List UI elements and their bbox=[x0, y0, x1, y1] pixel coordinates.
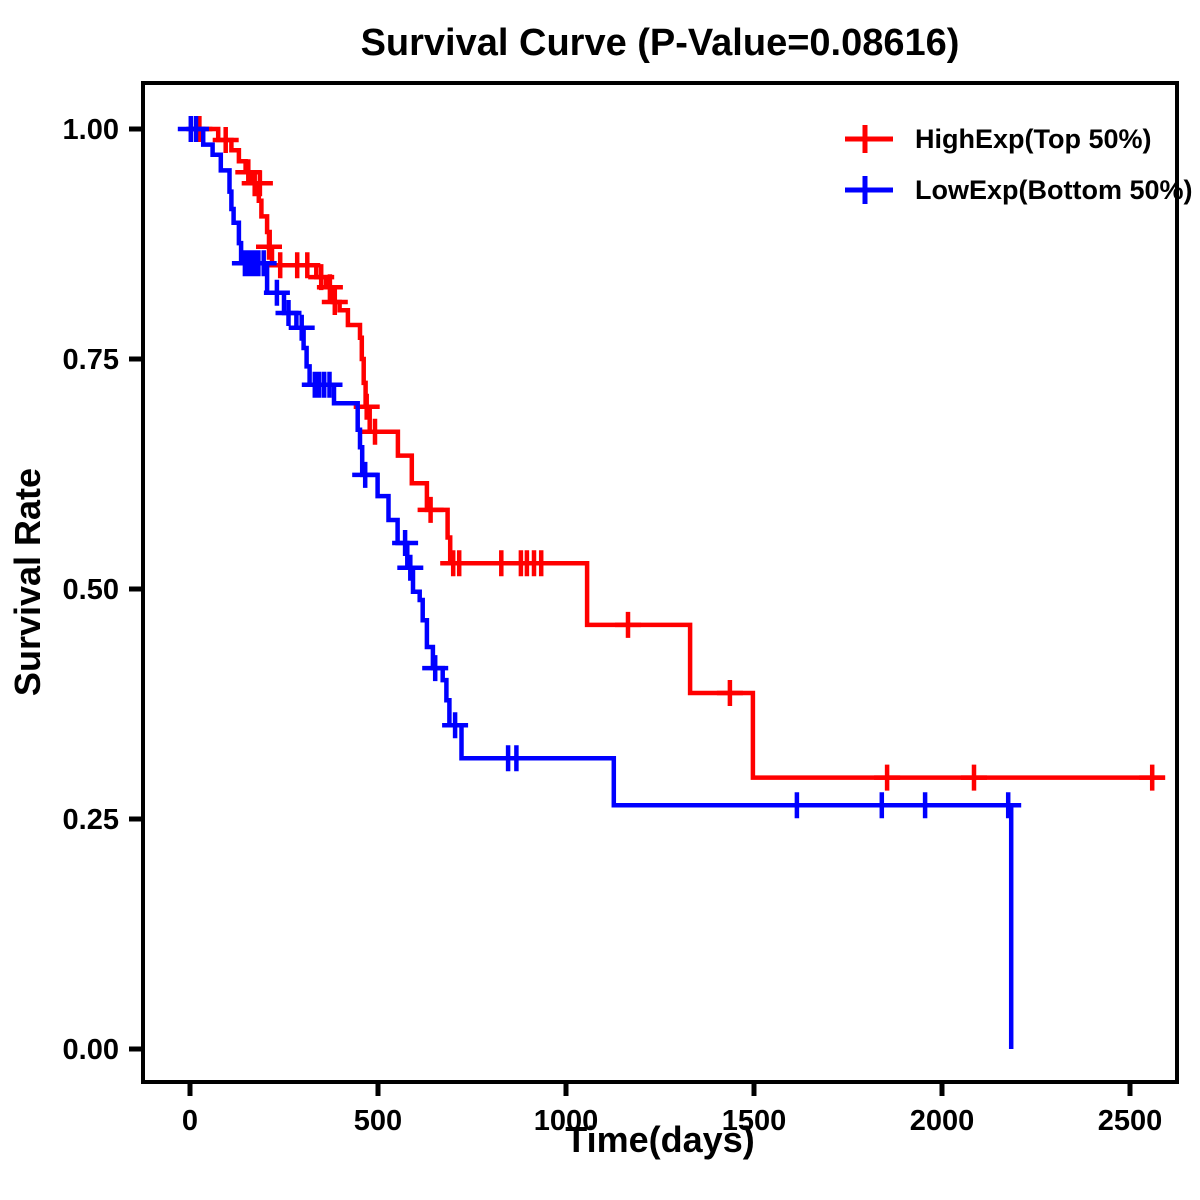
y-axis-title: Survival Rate bbox=[7, 468, 48, 696]
x-axis-title: Time(days) bbox=[565, 1119, 754, 1160]
x-tick-label: 1500 bbox=[722, 1105, 787, 1137]
y-tick-label: 0.25 bbox=[63, 804, 119, 836]
x-tick-label: 1000 bbox=[534, 1105, 599, 1137]
legend-item-highexp: HighExp(Top 50%) bbox=[845, 124, 1152, 154]
x-tick-label: 0 bbox=[182, 1105, 198, 1137]
legend-label-highexp: HighExp(Top 50%) bbox=[915, 124, 1152, 154]
y-tick-label: 0.00 bbox=[63, 1034, 119, 1066]
x-axis-ticks: 0 500 1000 1500 2000 2500 bbox=[182, 1082, 1162, 1137]
y-tick-label: 1.00 bbox=[63, 114, 119, 146]
legend-label-lowexp: LowExp(Bottom 50%) bbox=[915, 175, 1193, 205]
chart-title: Survival Curve (P-Value=0.08616) bbox=[361, 22, 960, 64]
x-tick-label: 2500 bbox=[1098, 1105, 1163, 1137]
y-tick-label: 0.75 bbox=[63, 344, 119, 376]
x-tick-label: 500 bbox=[354, 1105, 402, 1137]
plot-area-border bbox=[141, 81, 1179, 1084]
legend: HighExp(Top 50%) LowExp(Bottom 50%) bbox=[845, 124, 1193, 205]
y-axis-ticks: 1.00 0.75 0.50 0.25 0.00 bbox=[63, 114, 143, 1066]
y-tick-label: 0.50 bbox=[63, 574, 119, 606]
legend-item-lowexp: LowExp(Bottom 50%) bbox=[845, 175, 1193, 205]
lowexp-censor-marks bbox=[177, 116, 1022, 819]
highexp-censor-marks bbox=[186, 116, 1166, 791]
survival-curves bbox=[177, 116, 1166, 1049]
highexp-survival-curve bbox=[190, 126, 1165, 780]
x-tick-label: 2000 bbox=[910, 1105, 975, 1137]
